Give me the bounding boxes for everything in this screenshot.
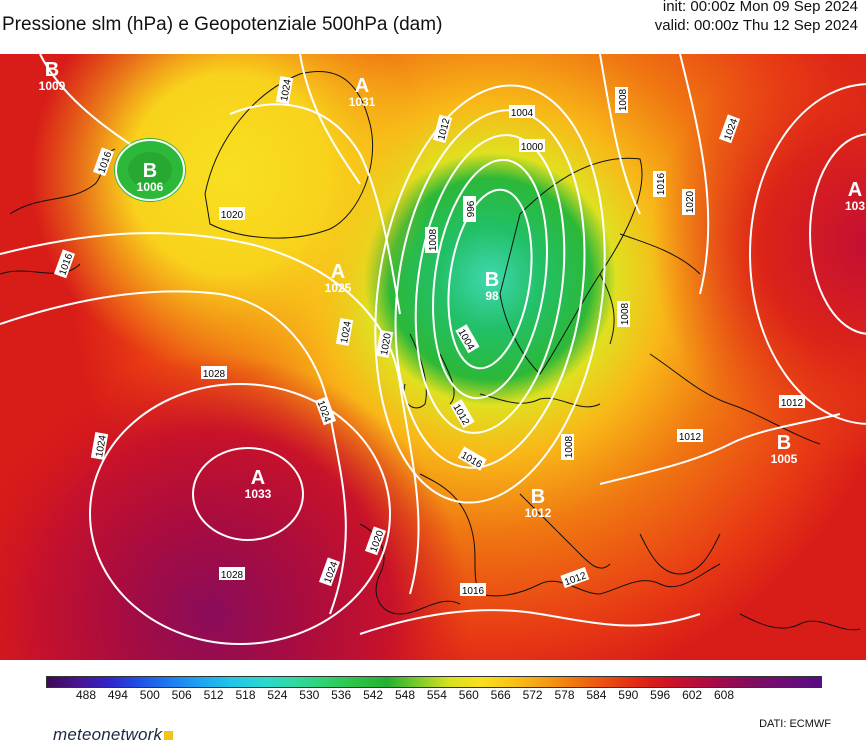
isobar-label: 1020: [375, 329, 394, 358]
high-center: A 103: [845, 179, 865, 213]
isobar-value: 1020: [379, 332, 394, 356]
isobar-value: 996: [466, 200, 477, 217]
isobar-value: 1008: [618, 88, 629, 111]
center-letter: B: [531, 486, 545, 508]
brand-text: meteonetwork: [53, 725, 163, 744]
isobar-value: 1024: [94, 434, 109, 458]
center-value: 1025: [325, 281, 352, 295]
colorbar-tick: 548: [394, 688, 416, 702]
isobar-label: 1020: [682, 189, 696, 215]
center-letter: B: [143, 160, 157, 182]
isobar-label: 1000: [519, 139, 545, 153]
isobar-label: 1008: [561, 434, 575, 460]
isobar-value: 1020: [221, 210, 244, 221]
isobar-value: 1024: [339, 320, 354, 344]
center-letter: A: [331, 261, 345, 283]
low-center: B 98: [485, 269, 499, 303]
init-time: init: 00:00z Mon 09 Sep 2024: [662, 0, 858, 15]
colorbar-tick: 578: [554, 688, 575, 702]
isobar-labels: 1016 1024 1004 1008 1012 1000 1020 1024 1016 1020…: [53, 75, 805, 597]
colorbar-tick: 566: [490, 688, 511, 702]
isobar-label: 1016: [460, 583, 486, 597]
colorbar-tick: 506: [171, 688, 192, 702]
colorbar-tick: 536: [331, 688, 352, 702]
center-value: 1006: [137, 180, 164, 194]
isobar-value: 1028: [203, 369, 226, 380]
colorbar-tick: 572: [522, 688, 543, 702]
isobar-value: 1008: [620, 302, 631, 325]
colorbar-tick: 494: [107, 688, 128, 702]
center-value: 1012: [525, 506, 552, 520]
isobar-label: 996: [463, 196, 477, 222]
colorbar-tick: 554: [426, 688, 447, 702]
low-center: B 1006: [137, 160, 164, 194]
center-letter: B: [485, 269, 499, 291]
isobar-label: 1024: [90, 431, 109, 460]
colorbar-tick: 608: [713, 688, 735, 702]
isobar-value: 1012: [781, 398, 804, 409]
isobar-label: 1008: [617, 301, 631, 327]
center-value: 103: [845, 199, 865, 213]
isobar-value: 1004: [511, 108, 534, 119]
isobar-label: 1028: [219, 567, 245, 581]
isobar-value: 1016: [462, 586, 485, 597]
isobar-value: 1028: [221, 570, 244, 581]
isobar-value: 1024: [279, 78, 294, 102]
colorbar-tick: 500: [139, 688, 160, 702]
colorbar-tick: 530: [299, 688, 320, 702]
isobar-label: 1012: [677, 429, 703, 443]
colorbar-labels: 488 494 500 506 512 518 524 530 536 542 548 554 560 5…: [46, 688, 820, 704]
isobar-value: 1020: [685, 190, 696, 213]
isobar-value: 1008: [564, 435, 575, 458]
low-center: B 1005: [771, 432, 798, 466]
colorbar-tick: 584: [586, 688, 607, 702]
isobar-label: 1012: [779, 395, 805, 409]
colorbar: [46, 676, 822, 688]
colorbar-tick: 590: [618, 688, 639, 702]
logo-square-icon: [164, 731, 174, 740]
colorbar-tick: 596: [650, 688, 671, 702]
center-value: 1009: [39, 79, 66, 93]
isobar-label: 1024: [335, 317, 354, 346]
center-letter: B: [777, 432, 791, 454]
isobar-label: 1028: [201, 366, 227, 380]
center-letter: A: [848, 179, 862, 201]
high-center: A 1031: [349, 75, 376, 109]
colorbar-tick: 512: [203, 688, 224, 702]
center-value: 1033: [245, 487, 272, 501]
center-value: 98: [485, 289, 499, 303]
center-value: 1031: [349, 95, 376, 109]
map-title: Pressione slm (hPa) e Geopotenziale 500h…: [2, 14, 443, 35]
isobar-label: 1004: [509, 105, 535, 119]
colorbar-tick: 602: [682, 688, 703, 702]
isobar-label: 1024: [275, 75, 294, 104]
colorbar-tick: 488: [75, 688, 97, 702]
high-center: A 1025: [325, 261, 352, 295]
colorbar-tick: 542: [363, 688, 384, 702]
meteonetwork-logo: meteonetwork: [53, 725, 174, 745]
low-center: B 1009: [39, 59, 66, 93]
colorbar-tick: 560: [458, 688, 479, 702]
colorbar-tick: 524: [267, 688, 288, 702]
isobar-label: 1008: [615, 87, 629, 113]
data-source: DATI: ECMWF: [759, 718, 831, 730]
center-letter: A: [251, 467, 265, 489]
high-center: A 1033: [245, 467, 272, 501]
low-center: B 1012: [525, 486, 552, 520]
isobar-value: 1016: [656, 172, 667, 195]
isobar-value: 1000: [521, 142, 544, 153]
colorbar-tick: 518: [235, 688, 256, 702]
isobar-value: 1008: [428, 228, 439, 251]
isobar-label: 1008: [425, 227, 439, 253]
weather-map: B 1009 B 1006 A 1031 A 1025 B 98 A 1033 …: [0, 54, 866, 660]
center-letter: B: [45, 59, 59, 81]
center-value: 1005: [771, 452, 798, 466]
isobar-label: 1020: [219, 207, 245, 221]
pressure-centers: B 1009 B 1006 A 1031 A 1025 B 98 A 1033 …: [39, 59, 866, 520]
isobars: [0, 54, 866, 645]
valid-time: valid: 00:00z Thu 12 Sep 2024: [654, 17, 858, 34]
center-letter: A: [355, 75, 369, 97]
isobar-value: 1012: [679, 432, 702, 443]
isobar-label: 1016: [653, 171, 667, 197]
